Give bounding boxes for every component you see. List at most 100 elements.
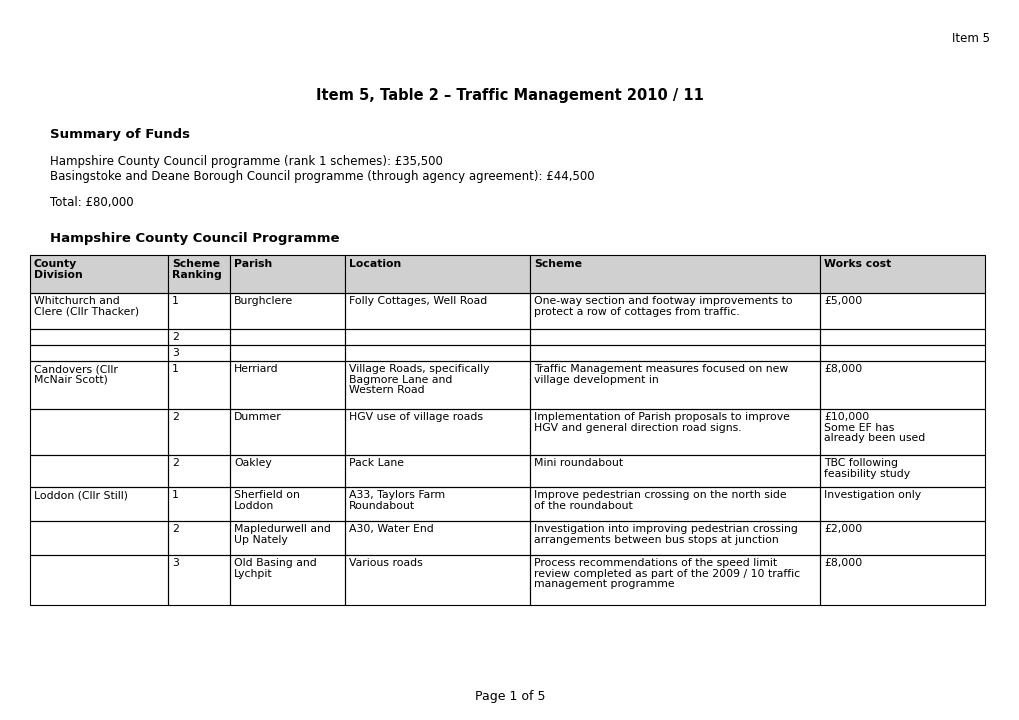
Text: Traffic Management measures focused on new: Traffic Management measures focused on n… xyxy=(534,364,788,374)
Bar xyxy=(530,255,819,293)
Text: 2: 2 xyxy=(172,458,178,468)
Bar xyxy=(229,345,344,361)
Bar xyxy=(168,293,229,329)
Bar xyxy=(344,409,530,455)
Text: Investigation into improving pedestrian crossing: Investigation into improving pedestrian … xyxy=(534,524,797,534)
Bar xyxy=(344,345,530,361)
Text: TBC following: TBC following xyxy=(823,458,897,468)
Bar xyxy=(530,487,819,521)
Bar xyxy=(30,521,168,555)
Bar xyxy=(229,521,344,555)
Text: Lychpit: Lychpit xyxy=(233,569,272,579)
Bar xyxy=(168,409,229,455)
Bar xyxy=(229,555,344,605)
Bar xyxy=(344,361,530,409)
Bar xyxy=(344,487,530,521)
Text: Page 1 of 5: Page 1 of 5 xyxy=(474,690,545,703)
Text: Village Roads, specifically: Village Roads, specifically xyxy=(348,364,489,374)
Bar xyxy=(344,455,530,487)
Text: 3: 3 xyxy=(172,348,178,358)
Bar xyxy=(530,293,819,329)
Text: Folly Cottages, Well Road: Folly Cottages, Well Road xyxy=(348,296,487,306)
Bar xyxy=(168,361,229,409)
Bar xyxy=(30,361,168,409)
Text: £8,000: £8,000 xyxy=(823,364,861,374)
Bar xyxy=(530,555,819,605)
Text: Clere (Cllr Thacker): Clere (Cllr Thacker) xyxy=(34,307,139,317)
Bar xyxy=(229,361,344,409)
Text: Oakley: Oakley xyxy=(233,458,271,468)
Bar xyxy=(819,521,984,555)
Text: Dummer: Dummer xyxy=(233,412,281,422)
Bar xyxy=(229,455,344,487)
Text: of the roundabout: of the roundabout xyxy=(534,500,632,510)
Bar xyxy=(168,455,229,487)
Bar xyxy=(229,329,344,345)
Bar xyxy=(530,345,819,361)
Text: Ranking: Ranking xyxy=(172,269,221,279)
Text: Herriard: Herriard xyxy=(233,364,278,374)
Text: 2: 2 xyxy=(172,524,178,534)
Bar xyxy=(819,293,984,329)
Text: management programme: management programme xyxy=(534,579,674,589)
Bar xyxy=(344,521,530,555)
Text: £8,000: £8,000 xyxy=(823,558,861,568)
Bar xyxy=(819,329,984,345)
Text: Some EF has: Some EF has xyxy=(823,423,894,433)
Text: Bagmore Lane and: Bagmore Lane and xyxy=(348,374,452,384)
Text: 2: 2 xyxy=(172,332,178,342)
Bar xyxy=(819,345,984,361)
Text: Location: Location xyxy=(348,259,400,269)
Text: Candovers (Cllr: Candovers (Cllr xyxy=(34,364,118,374)
Text: already been used: already been used xyxy=(823,433,924,443)
Text: Pack Lane: Pack Lane xyxy=(348,458,404,468)
Bar xyxy=(30,455,168,487)
Bar xyxy=(819,487,984,521)
Bar xyxy=(819,409,984,455)
Text: Loddon (Cllr Still): Loddon (Cllr Still) xyxy=(34,490,127,500)
Text: One-way section and footway improvements to: One-way section and footway improvements… xyxy=(534,296,792,306)
Bar xyxy=(530,521,819,555)
Text: Scheme: Scheme xyxy=(534,259,582,269)
Text: McNair Scott): McNair Scott) xyxy=(34,374,108,384)
Bar xyxy=(229,487,344,521)
Text: village development in: village development in xyxy=(534,374,658,384)
Text: Roundabout: Roundabout xyxy=(348,500,415,510)
Text: Mini roundabout: Mini roundabout xyxy=(534,458,623,468)
Text: Basingstoke and Deane Borough Council programme (through agency agreement): £44,: Basingstoke and Deane Borough Council pr… xyxy=(50,170,594,183)
Text: Investigation only: Investigation only xyxy=(823,490,920,500)
Text: £5,000: £5,000 xyxy=(823,296,861,306)
Bar xyxy=(30,255,168,293)
Text: HGV and general direction road signs.: HGV and general direction road signs. xyxy=(534,423,741,433)
Bar xyxy=(344,329,530,345)
Text: Sherfield on: Sherfield on xyxy=(233,490,300,500)
Text: 3: 3 xyxy=(172,558,178,568)
Bar xyxy=(168,521,229,555)
Text: Various roads: Various roads xyxy=(348,558,422,568)
Text: HGV use of village roads: HGV use of village roads xyxy=(348,412,483,422)
Text: Burghclere: Burghclere xyxy=(233,296,293,306)
Bar xyxy=(530,329,819,345)
Bar xyxy=(168,329,229,345)
Bar xyxy=(229,409,344,455)
Text: arrangements between bus stops at junction: arrangements between bus stops at juncti… xyxy=(534,534,777,544)
Text: Division: Division xyxy=(34,269,83,279)
Bar xyxy=(168,487,229,521)
Text: Scheme: Scheme xyxy=(172,259,220,269)
Text: Up Nately: Up Nately xyxy=(233,534,287,544)
Text: £2,000: £2,000 xyxy=(823,524,861,534)
Text: Works cost: Works cost xyxy=(823,259,891,269)
Text: County: County xyxy=(34,259,77,269)
Text: review completed as part of the 2009 / 10 traffic: review completed as part of the 2009 / 1… xyxy=(534,569,799,579)
Text: Whitchurch and: Whitchurch and xyxy=(34,296,119,306)
Text: Western Road: Western Road xyxy=(348,385,424,395)
Bar xyxy=(530,409,819,455)
Text: 1: 1 xyxy=(172,296,178,306)
Text: 1: 1 xyxy=(172,490,178,500)
Bar xyxy=(344,555,530,605)
Text: Hampshire County Council programme (rank 1 schemes): £35,500: Hampshire County Council programme (rank… xyxy=(50,155,442,168)
Bar xyxy=(819,455,984,487)
Bar xyxy=(168,345,229,361)
Bar xyxy=(530,361,819,409)
Bar xyxy=(30,345,168,361)
